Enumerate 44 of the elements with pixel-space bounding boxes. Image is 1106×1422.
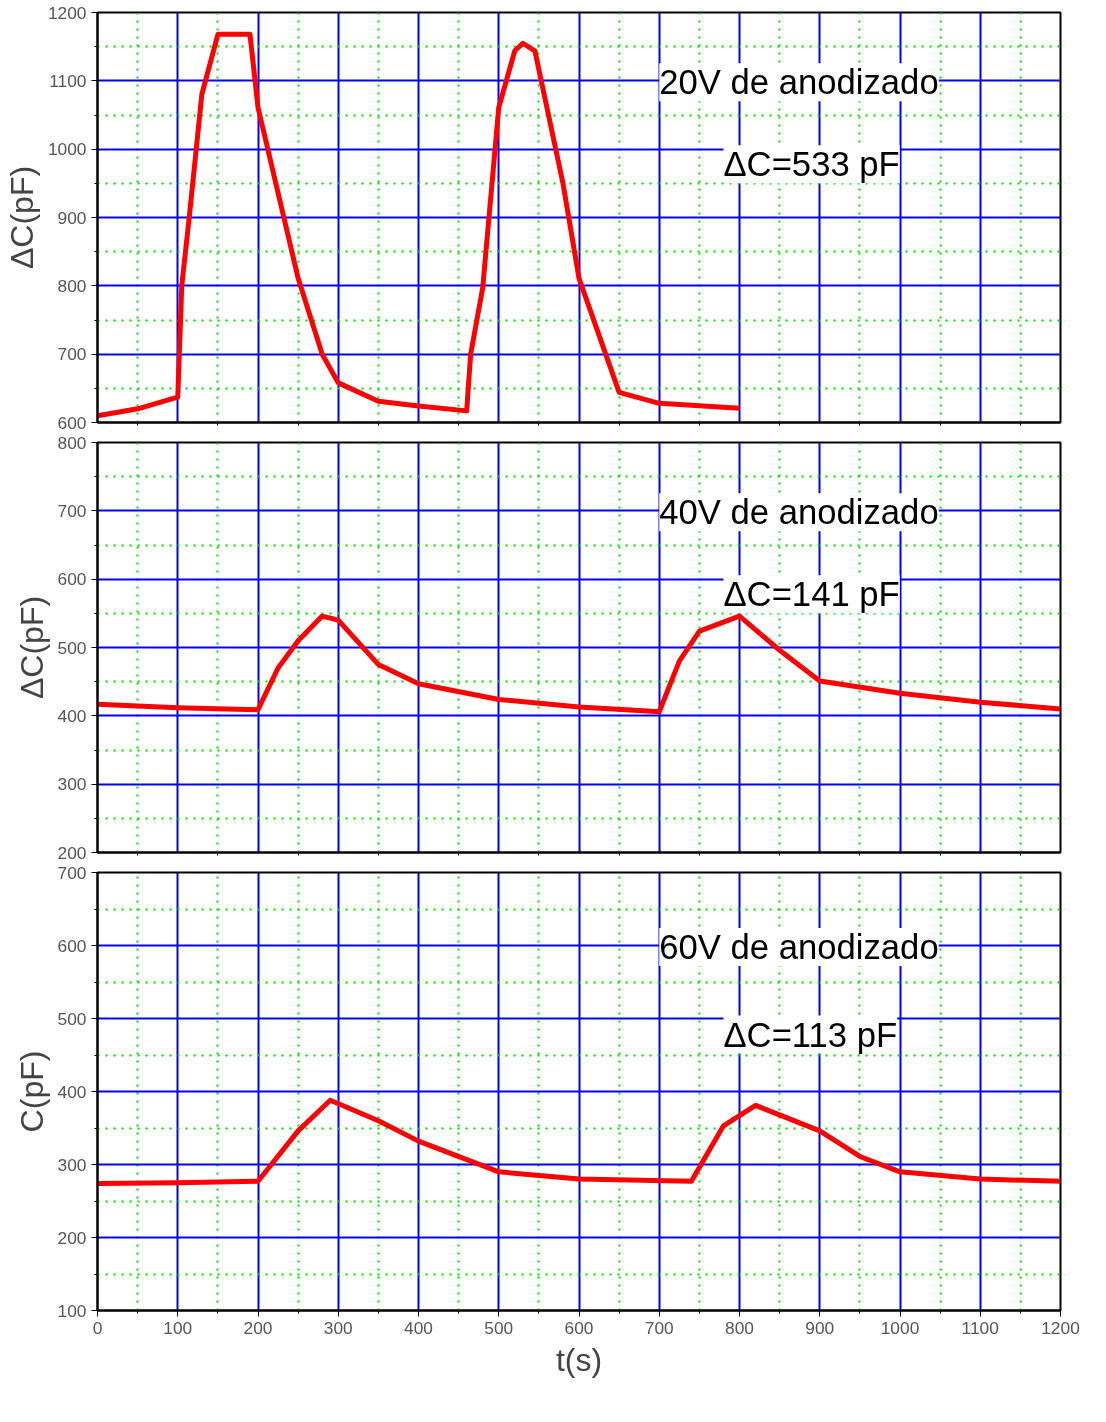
- x-tick-label: 0: [92, 1317, 103, 1338]
- x-tick-label: 400: [404, 1317, 433, 1338]
- x-tick-label: 1000: [880, 1317, 920, 1338]
- y-tick-label: 1100: [49, 70, 87, 91]
- x-axis-title: t(s): [555, 1341, 603, 1378]
- y-tick-label: 600: [57, 412, 87, 433]
- annotation: ΔC=533 pF: [723, 145, 900, 184]
- y-tick-label: 300: [57, 1154, 87, 1175]
- y-tick-label: 700: [57, 862, 87, 883]
- y-tick-label: 300: [57, 774, 87, 795]
- y-tick-label: 500: [57, 637, 87, 658]
- y-tick-label: 800: [57, 275, 87, 296]
- y-axis-title: ΔC(pF): [3, 165, 40, 270]
- x-tick-label: 600: [564, 1317, 594, 1338]
- y-axis-title: ΔC(pF): [13, 595, 50, 700]
- y-tick-label: 1200: [47, 2, 87, 23]
- y-tick-label: 800: [57, 432, 87, 453]
- x-tick-label: 900: [805, 1317, 835, 1338]
- y-tick-label: 700: [57, 500, 87, 521]
- annotation: ΔC=113 pF: [723, 1015, 898, 1054]
- annotation: 20V de anodizado: [659, 63, 939, 102]
- annotation: ΔC=141 pF: [723, 575, 900, 614]
- x-tick-label: 300: [323, 1317, 353, 1338]
- x-tick-label: 1200: [1041, 1317, 1080, 1338]
- x-tick-label: 1100: [961, 1317, 999, 1338]
- x-tick-label: 700: [644, 1317, 674, 1338]
- y-tick-label: 400: [57, 705, 87, 726]
- y-tick-label: 200: [57, 1227, 87, 1248]
- y-tick-label: 1000: [47, 139, 87, 160]
- annotation: 40V de anodizado: [659, 493, 939, 532]
- x-tick-label: 100: [163, 1317, 193, 1338]
- y-tick-label: 100: [57, 1300, 87, 1321]
- x-tick-label: 500: [484, 1317, 514, 1338]
- x-tick-label: 800: [725, 1317, 754, 1338]
- annotation: 60V de anodizado: [659, 927, 939, 966]
- y-tick-label: 200: [57, 842, 87, 863]
- y-tick-label: 600: [57, 935, 87, 956]
- y-tick-label: 900: [57, 207, 87, 228]
- y-tick-label: 600: [57, 569, 87, 590]
- y-tick-label: 700: [57, 344, 87, 365]
- y-tick-label: 500: [57, 1008, 87, 1029]
- y-axis-title: C(pF): [13, 1050, 50, 1133]
- x-tick-label: 200: [243, 1317, 273, 1338]
- y-tick-label: 400: [57, 1081, 87, 1102]
